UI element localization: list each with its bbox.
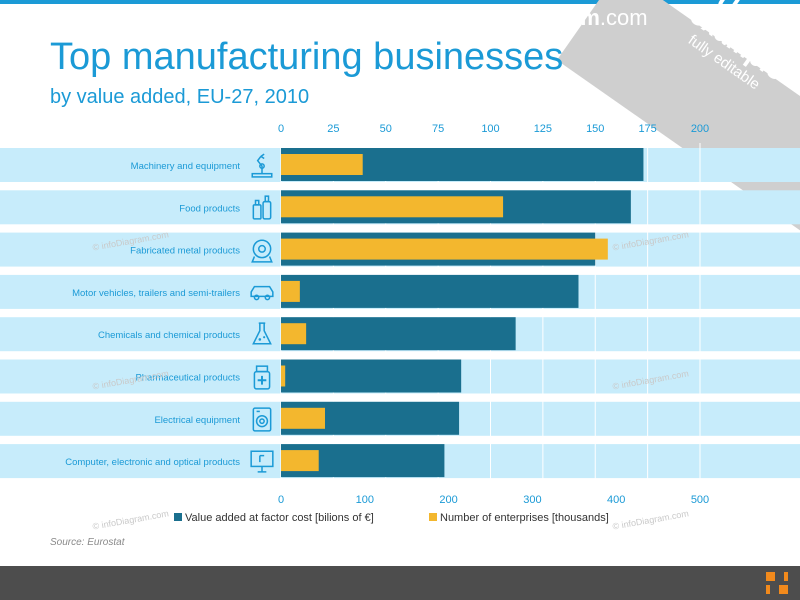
legend-swatch-enterprises — [429, 513, 437, 521]
page-title: Top manufacturing businesses — [50, 36, 564, 78]
category-label: Electrical equipment — [154, 415, 240, 426]
medicine-bottle-icon — [249, 364, 275, 395]
computer-icon — [249, 448, 275, 479]
category-label: Machinery and equipment — [131, 161, 241, 172]
legend-label-value-added: Value added at factor cost [bilions of €… — [185, 512, 374, 524]
top-axis-tick-label: 25 — [327, 123, 339, 135]
bar-enterprises — [281, 238, 608, 260]
bar-value-added — [281, 317, 516, 351]
bottles-icon — [249, 194, 275, 225]
footer-bar — [0, 566, 800, 600]
bar-enterprises — [281, 280, 300, 302]
car-icon — [249, 279, 275, 310]
bottom-axis-tick-label: 400 — [607, 494, 625, 506]
category-label: Food products — [179, 203, 240, 214]
bottom-axis-tick-label: 0 — [278, 494, 284, 506]
category-label: Chemicals and chemical products — [98, 330, 240, 341]
bar-enterprises — [281, 365, 286, 387]
source-note: Source: Eurostat — [50, 537, 125, 548]
flask-icon — [249, 321, 275, 352]
bottom-axis-tick-label: 500 — [691, 494, 709, 506]
bar-enterprises — [281, 196, 504, 218]
top-axis-tick-label: 150 — [586, 123, 604, 135]
footer-suffix: .com — [599, 5, 648, 30]
bar-enterprises — [281, 323, 307, 345]
robot-arm-icon — [249, 152, 275, 183]
footer-brand: infoDiagram — [471, 5, 600, 30]
category-label: Motor vehicles, trailers and semi-traile… — [72, 288, 240, 299]
washing-machine-icon — [249, 406, 275, 437]
bar-enterprises — [281, 450, 319, 472]
legend-label-enterprises: Number of enterprises [thousands] — [440, 512, 609, 524]
bottom-axis-tick-label: 100 — [356, 494, 374, 506]
bottom-axis-tick-label: 300 — [523, 494, 541, 506]
page-subtitle: by value added, EU-27, 2010 — [50, 86, 310, 108]
bar-value-added — [281, 359, 462, 393]
top-accent-rule — [0, 0, 800, 4]
top-axis-tick-label: 75 — [432, 123, 444, 135]
top-axis-tick-label: 50 — [380, 123, 392, 135]
legend-swatch-value-added — [174, 513, 182, 521]
footer-text[interactable]: Get these slides & icons at www.infoDiag… — [0, 5, 800, 31]
bottom-axis-tick-label: 200 — [439, 494, 457, 506]
category-label: Computer, electronic and optical product… — [65, 457, 240, 468]
bar-value-added — [281, 274, 579, 308]
bar-chart: 0 25 50 75 100 125 150 175 200 0 100 200 300 400 500 Ma… — [0, 123, 800, 524]
top-axis-tick-label: 100 — [481, 123, 499, 135]
footer-prefix: Get these slides & icons at www. — [152, 5, 472, 30]
metal-part-icon — [249, 237, 275, 268]
top-axis-tick-label: 0 — [278, 123, 284, 135]
category-label: Pharmaceutical products — [135, 373, 240, 384]
category-label: Fabricated metal products — [130, 246, 240, 257]
bar-enterprises — [281, 407, 325, 429]
bar-enterprises — [281, 154, 363, 175]
top-axis-tick-label: 175 — [638, 123, 656, 135]
top-axis-tick-label: 125 — [534, 123, 552, 135]
infodiagram-logo-icon — [766, 572, 788, 594]
top-axis-tick-label: 200 — [691, 123, 709, 135]
